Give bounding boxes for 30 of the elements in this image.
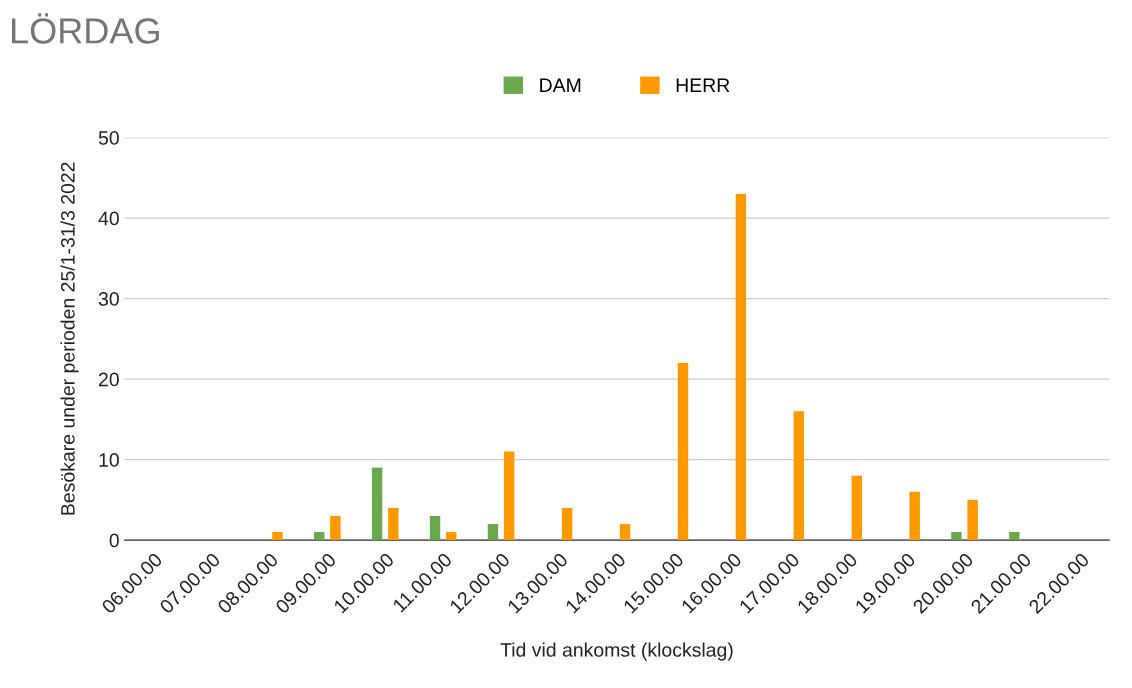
chart-title: LÖRDAG xyxy=(12,13,159,44)
y-tick-label: 20 xyxy=(99,372,119,387)
y-tick-label: 50 xyxy=(98,131,119,145)
bar xyxy=(371,467,383,541)
bar xyxy=(330,515,341,541)
bar xyxy=(1009,532,1020,541)
bar xyxy=(487,523,499,541)
x-axis-title: Tid vid ankomst (klockslag) xyxy=(500,642,733,661)
y-tick-label: 0 xyxy=(109,533,119,548)
y-tick-label: 10 xyxy=(99,453,119,467)
bar xyxy=(909,491,920,541)
bar xyxy=(951,532,962,541)
bar xyxy=(735,193,747,541)
legend-label: DAM xyxy=(540,78,581,92)
bar xyxy=(793,411,805,541)
legend-label: HERR xyxy=(676,78,730,92)
bar xyxy=(851,475,862,541)
bar xyxy=(619,523,631,541)
bar xyxy=(429,515,441,541)
y-tick-label: 30 xyxy=(98,292,119,306)
bar xyxy=(388,507,399,541)
bar xyxy=(677,362,689,541)
y-axis-title: Besökare under perioden 25/1-31/3 2022 xyxy=(60,162,79,515)
bar xyxy=(967,499,978,541)
bar xyxy=(561,507,573,541)
bar xyxy=(313,532,325,541)
y-tick-label: 40 xyxy=(98,211,119,226)
bar xyxy=(503,451,515,541)
bar xyxy=(272,532,283,541)
bar xyxy=(446,532,457,541)
